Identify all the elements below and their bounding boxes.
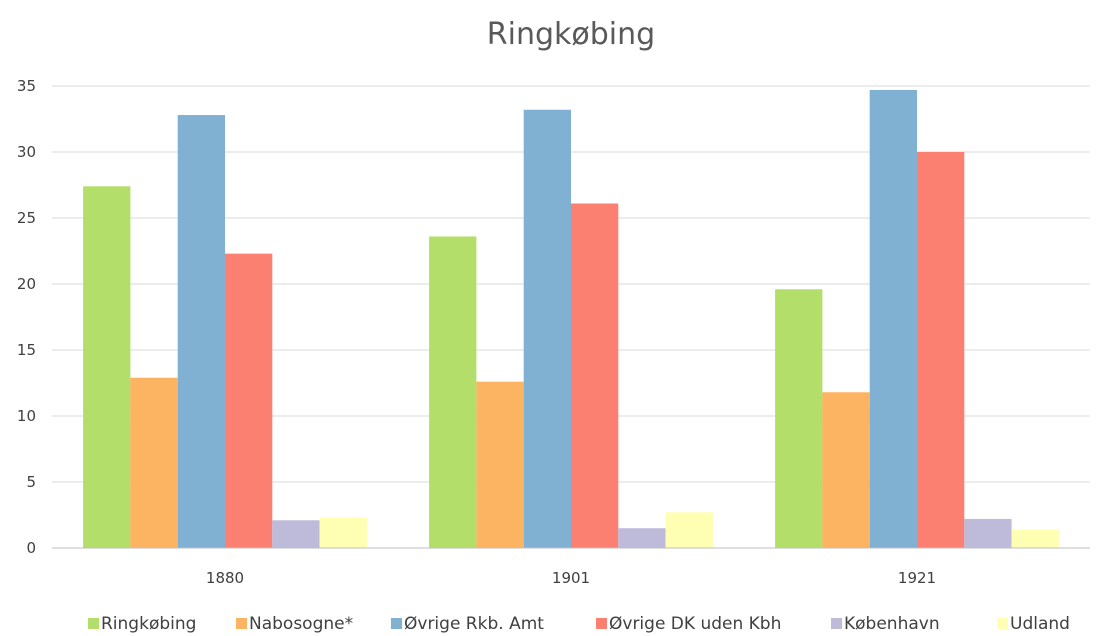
y-tick-label: 30: [17, 143, 36, 161]
bar: [429, 236, 477, 549]
y-tick-label: 10: [17, 407, 36, 425]
bar: [1011, 529, 1059, 548]
bar: [618, 528, 666, 548]
legend-swatch: [391, 618, 402, 629]
x-tick-label: 1901: [552, 569, 590, 587]
bar: [523, 109, 571, 548]
chart-title: Ringkøbing: [487, 17, 655, 52]
bar: [476, 381, 524, 548]
bar: [177, 115, 225, 548]
bar: [83, 186, 131, 548]
x-tick-label: 1921: [898, 569, 936, 587]
legend-swatch: [236, 618, 247, 629]
bar: [964, 518, 1012, 548]
x-axis-ticks: 1880 1901 1921: [206, 569, 936, 587]
bar: [130, 377, 178, 548]
legend: Ringkøbing Nabosogne* Øvrige Rkb. Amt Øvrig…: [88, 614, 1070, 634]
y-tick-label: 15: [17, 341, 36, 359]
legend-label: Nabosogne*: [249, 614, 353, 634]
bar: [225, 253, 273, 548]
legend-label: Ringkøbing: [101, 614, 196, 634]
bar: [319, 517, 367, 548]
y-tick-label: 5: [26, 473, 36, 491]
bar: [775, 289, 823, 548]
y-tick-label: 25: [17, 209, 36, 227]
x-tick-label: 1880: [206, 569, 244, 587]
bar: [869, 89, 917, 549]
bars: [83, 89, 1059, 549]
legend-label: Øvrige Rkb. Amt: [404, 614, 544, 634]
bar: [822, 392, 870, 548]
y-tick-label: 35: [17, 77, 36, 95]
y-tick-label: 20: [17, 275, 36, 293]
legend-label: Øvrige DK uden Kbh: [609, 614, 781, 634]
legend-swatch: [88, 618, 99, 629]
bar: [571, 203, 619, 549]
y-tick-label: 0: [26, 539, 36, 557]
legend-swatch: [997, 618, 1008, 629]
bar: [665, 512, 713, 548]
legend-label: København: [844, 614, 940, 634]
legend-swatch: [831, 618, 842, 629]
bar: [272, 520, 320, 548]
y-axis-ticks: 0 5 10 15 20 25 30 35: [17, 77, 36, 557]
bar: [917, 152, 965, 548]
legend-label: Udland: [1010, 614, 1070, 634]
legend-swatch: [596, 618, 607, 629]
